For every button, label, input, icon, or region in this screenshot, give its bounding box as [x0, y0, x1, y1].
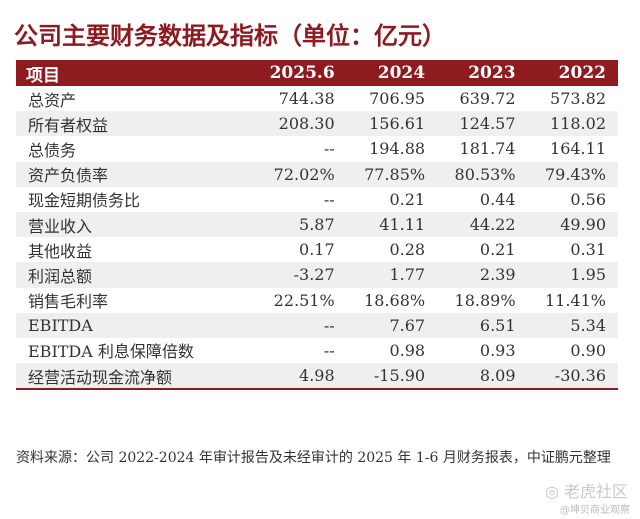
row-label: 利润总额: [16, 262, 252, 288]
cell-value: --: [251, 312, 347, 338]
cell-value: 0.90: [570, 340, 606, 360]
row-label: 所有者权益: [16, 111, 252, 137]
cell-value: 0.17: [299, 240, 335, 260]
cell-value: 0.21: [389, 189, 426, 209]
cell-value: 11.41%: [544, 290, 606, 310]
cell-value: 22.51%: [273, 290, 335, 310]
cell-value: 124.57: [437, 111, 528, 137]
cell-value: 0.31: [570, 240, 606, 260]
cell-value: 44.22: [437, 211, 528, 238]
header-2022: 2022: [527, 60, 618, 86]
table-row: 资产负债率 72.02% 77.85% 80.53% 79.43%: [16, 161, 618, 187]
table-row: 现金短期债务比 -- 0.21 0.44 0.56: [16, 187, 618, 212]
cell-value: 4.98: [251, 363, 347, 390]
cell-value: 77.85%: [346, 161, 438, 187]
row-label: EBITDA: [16, 312, 252, 338]
cell-value: 79.43%: [527, 161, 618, 187]
cell-value: --: [323, 139, 335, 159]
source-note: 资料来源：公司 2022-2024 年审计报告及未经审计的 2025 年 1-6…: [16, 450, 611, 466]
cell-value: 0.98: [389, 340, 426, 360]
row-label: 资产负债率: [16, 161, 252, 187]
row-label: 营业收入: [16, 211, 252, 238]
table-row: 其他收益 0.17 0.28 0.21 0.31: [16, 237, 618, 262]
cell-value: 194.88: [369, 139, 426, 159]
cell-value: 156.61: [346, 111, 438, 137]
cell-value: 6.51: [437, 312, 528, 338]
cell-value: 2.39: [437, 262, 528, 288]
cell-value: 118.02: [527, 111, 618, 137]
cell-value: --: [323, 189, 335, 209]
financial-table: 项目 2025.6 2024 2023 2022 总资产 744.38 706.95…: [16, 60, 618, 391]
table-row: 销售毛利率 22.51% 18.68% 18.89% 11.41%: [16, 288, 618, 313]
cell-value: 7.67: [346, 312, 438, 338]
cell-value: -15.90: [346, 363, 438, 390]
cell-value: 0.21: [479, 240, 516, 260]
cell-value: 164.11: [550, 139, 606, 159]
row-label: EBITDA 利息保障倍数: [28, 342, 194, 362]
cell-value: 706.95: [369, 89, 426, 109]
table-row: 总资产 744.38 706.95 639.72 573.82: [16, 86, 618, 111]
row-label: 现金短期债务比: [28, 191, 141, 211]
table-row: EBITDA 利息保障倍数 -- 0.98 0.93 0.90: [16, 338, 618, 363]
cell-value: 0.28: [389, 240, 426, 260]
table-row: 总债务 -- 194.88 181.74 164.11: [16, 136, 618, 161]
cell-value: 1.95: [527, 262, 618, 288]
cell-value: 41.11: [346, 211, 438, 238]
row-label: 经营活动现金流净额: [16, 363, 252, 390]
row-label: 其他收益: [28, 241, 93, 261]
cell-value: 5.87: [251, 211, 347, 238]
row-label: 总资产: [28, 90, 77, 110]
table-row: EBITDA -- 7.67 6.51 5.34: [16, 312, 618, 338]
table-title: 公司主要财务数据及指标（单位：亿元）: [14, 22, 446, 50]
cell-value: 744.38: [278, 89, 335, 109]
cell-value: 208.30: [251, 111, 347, 137]
table-row: 所有者权益 208.30 156.61 124.57 118.02: [16, 111, 618, 137]
table-row: 经营活动现金流净额 4.98 -15.90 8.09 -30.36: [16, 363, 618, 390]
header-item: 项目: [16, 60, 252, 86]
header-2023: 2023: [437, 60, 528, 86]
cell-value: 5.34: [527, 312, 618, 338]
cell-value: 18.89%: [454, 290, 516, 310]
watermark-logo: ◎ 老虎社区: [544, 482, 628, 501]
cell-value: 8.09: [437, 363, 528, 390]
table-row: 营业收入 5.87 41.11 44.22 49.90: [16, 211, 618, 238]
header-2024: 2024: [346, 60, 438, 86]
cell-value: 1.77: [346, 262, 438, 288]
table-row: 利润总额 -3.27 1.77 2.39 1.95: [16, 262, 618, 288]
header-2025-6: 2025.6: [251, 60, 347, 86]
watermark-author: @坤贝商业观察: [560, 505, 630, 516]
cell-value: 0.44: [479, 189, 516, 209]
row-label: 总债务: [28, 140, 77, 160]
cell-value: 0.56: [570, 189, 606, 209]
row-label: 销售毛利率: [28, 292, 109, 312]
cell-value: 573.82: [550, 89, 606, 109]
cell-value: --: [323, 340, 335, 360]
cell-value: 80.53%: [437, 161, 528, 187]
cell-value: 181.74: [459, 139, 516, 159]
cell-value: 49.90: [527, 211, 618, 238]
cell-value: 639.72: [459, 89, 516, 109]
cell-value: 0.93: [479, 340, 516, 360]
cell-value: -3.27: [251, 262, 347, 288]
cell-value: 18.68%: [364, 290, 426, 310]
header-row: 项目 2025.6 2024 2023 2022: [16, 60, 618, 86]
cell-value: 72.02%: [251, 161, 347, 187]
cell-value: -30.36: [527, 363, 618, 390]
